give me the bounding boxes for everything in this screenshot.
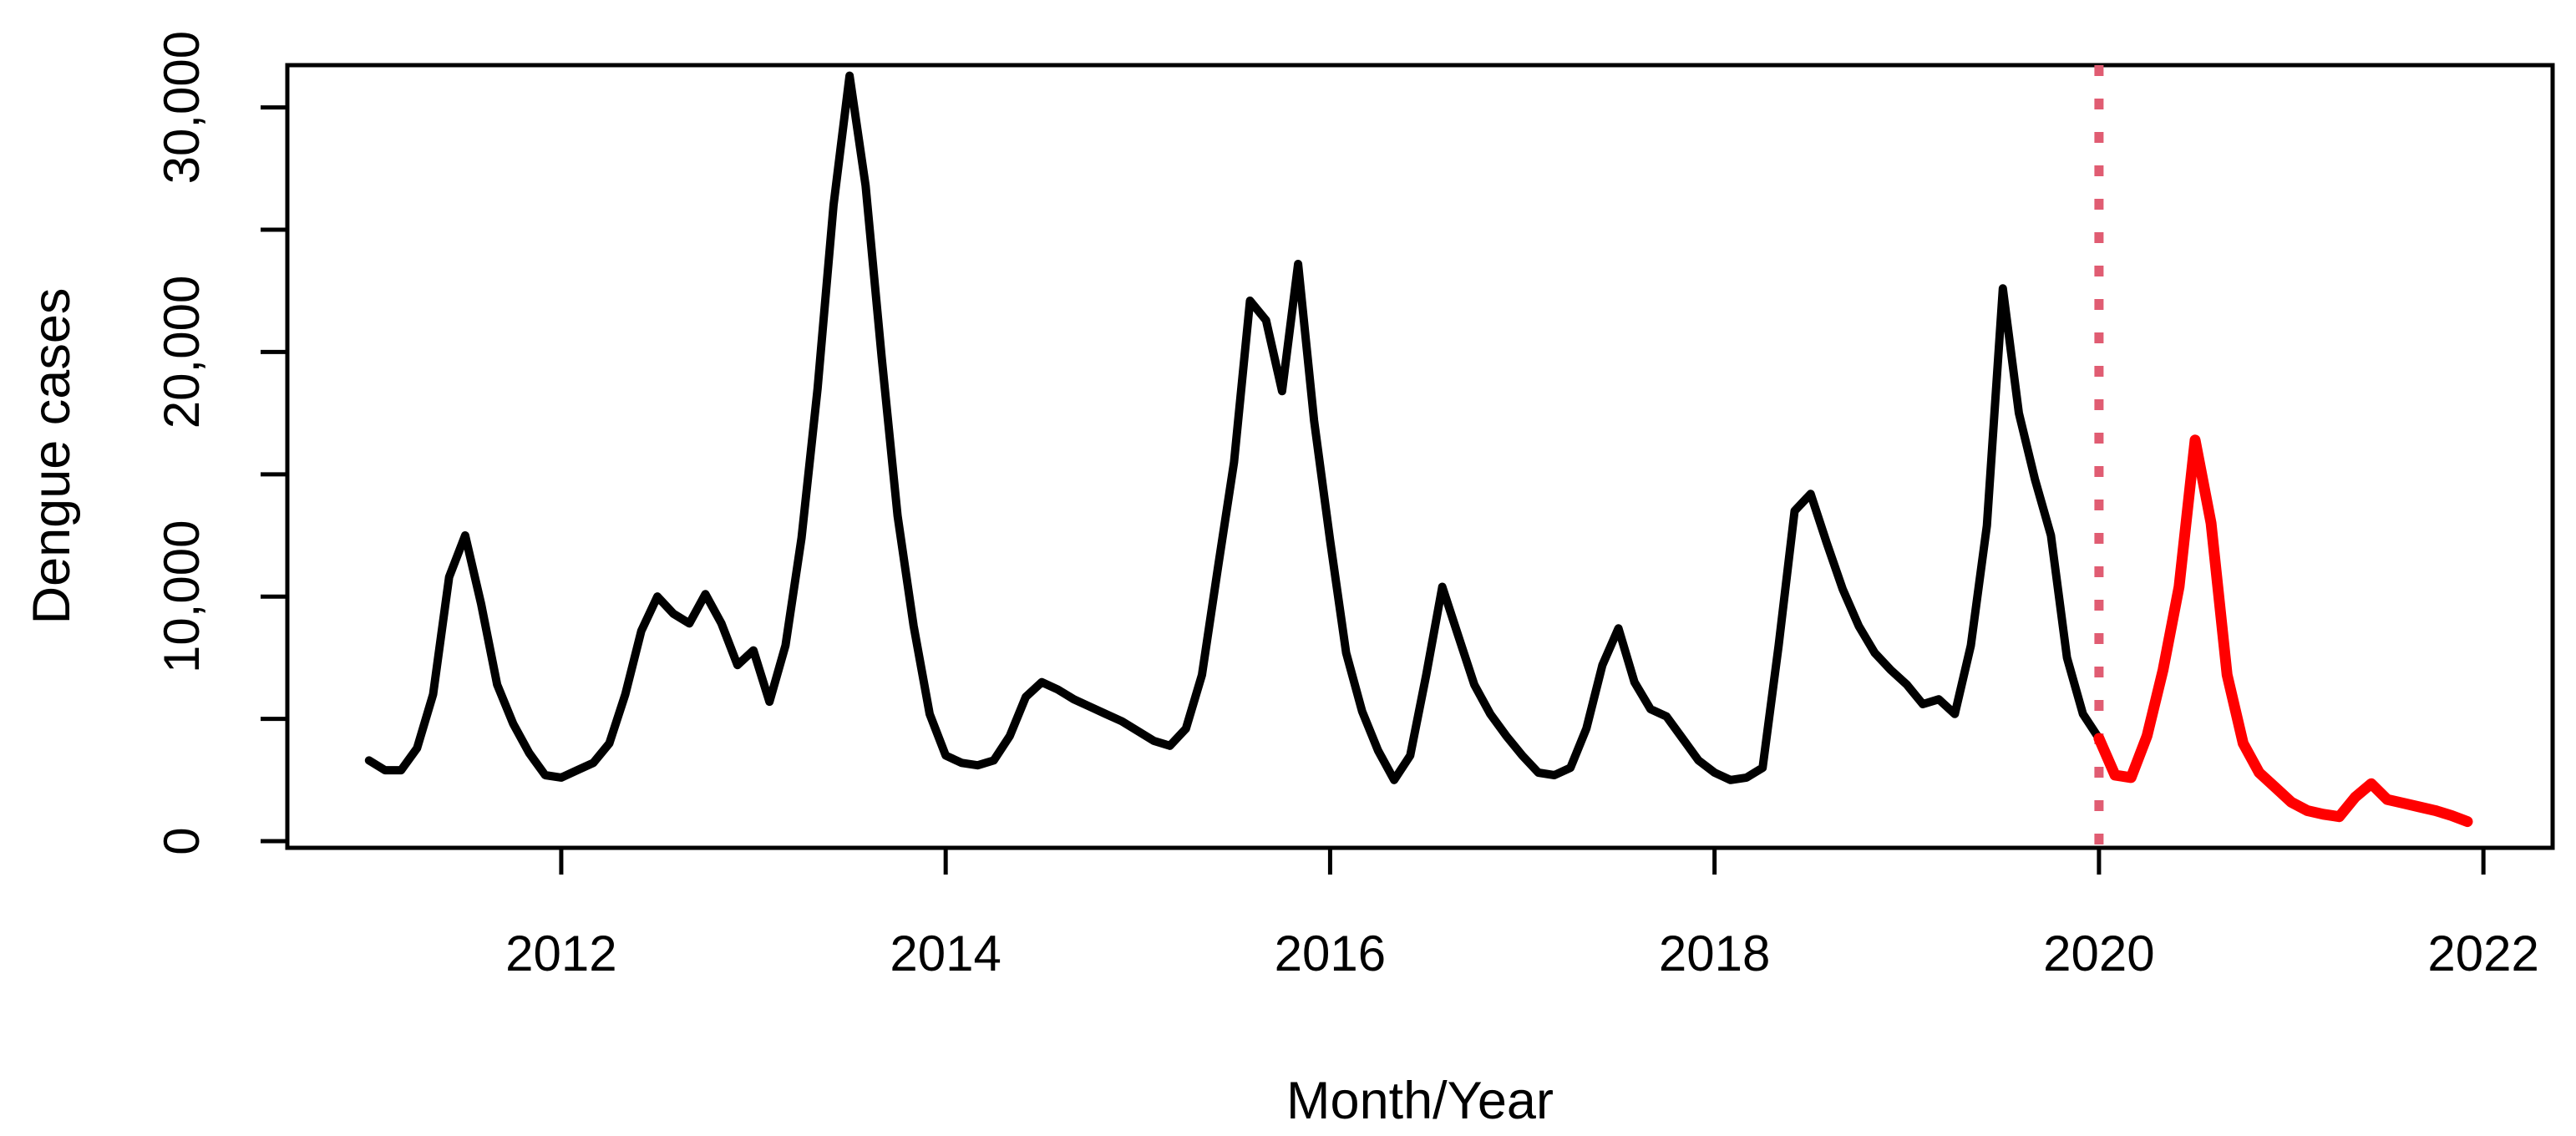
x-axis-title: Month/Year	[1286, 1072, 1554, 1130]
x-tick-label: 2020	[2043, 926, 2154, 981]
x-tick-label: 2022	[2427, 926, 2538, 981]
y-tick-label: 0	[154, 827, 210, 855]
x-tick-label: 2016	[1275, 926, 1386, 981]
y-tick-label: 30,000	[154, 31, 210, 185]
y-tick-label: 20,000	[154, 276, 210, 429]
x-tick-label: 2014	[890, 926, 1001, 981]
forecast-series-line	[2093, 434, 2473, 828]
y-tick-label: 10,000	[154, 520, 210, 673]
observed-series-line	[364, 71, 2103, 784]
x-tick-label: 2018	[1659, 926, 1770, 981]
x-tick-label: 2012	[505, 926, 616, 981]
plot-box	[285, 63, 2555, 850]
y-axis-title: Dengue cases	[23, 287, 81, 625]
